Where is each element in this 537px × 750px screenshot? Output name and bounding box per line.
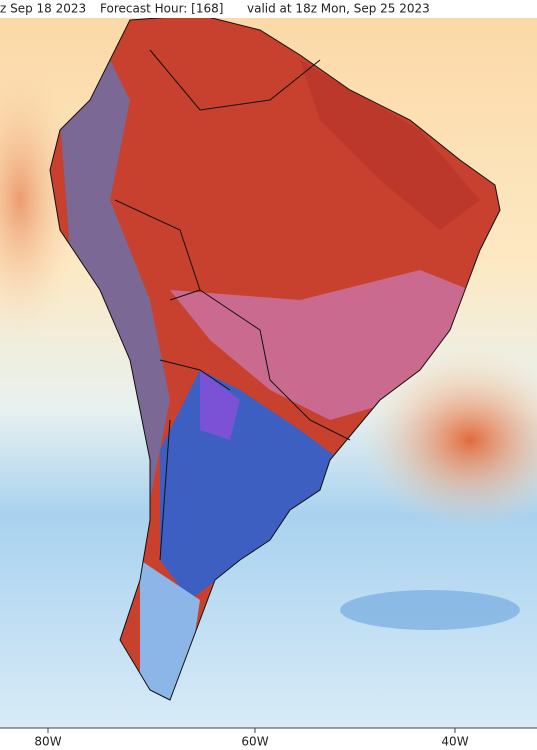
forecast-hour: Forecast Hour: [168]: [100, 2, 223, 16]
longitude-ticks: [47, 728, 456, 733]
longitude-label: 40W: [441, 735, 468, 749]
cool-ocean: [340, 590, 520, 630]
longitude-label: 80W: [34, 735, 61, 749]
run-time: z Sep 18 2023: [0, 2, 86, 16]
warm-ocean: [360, 350, 537, 530]
valid-time: valid at 18z Mon, Sep 25 2023: [247, 2, 430, 16]
borders: [49, 14, 501, 701]
longitude-label: 60W: [241, 735, 268, 749]
header-bar: [0, 0, 537, 18]
